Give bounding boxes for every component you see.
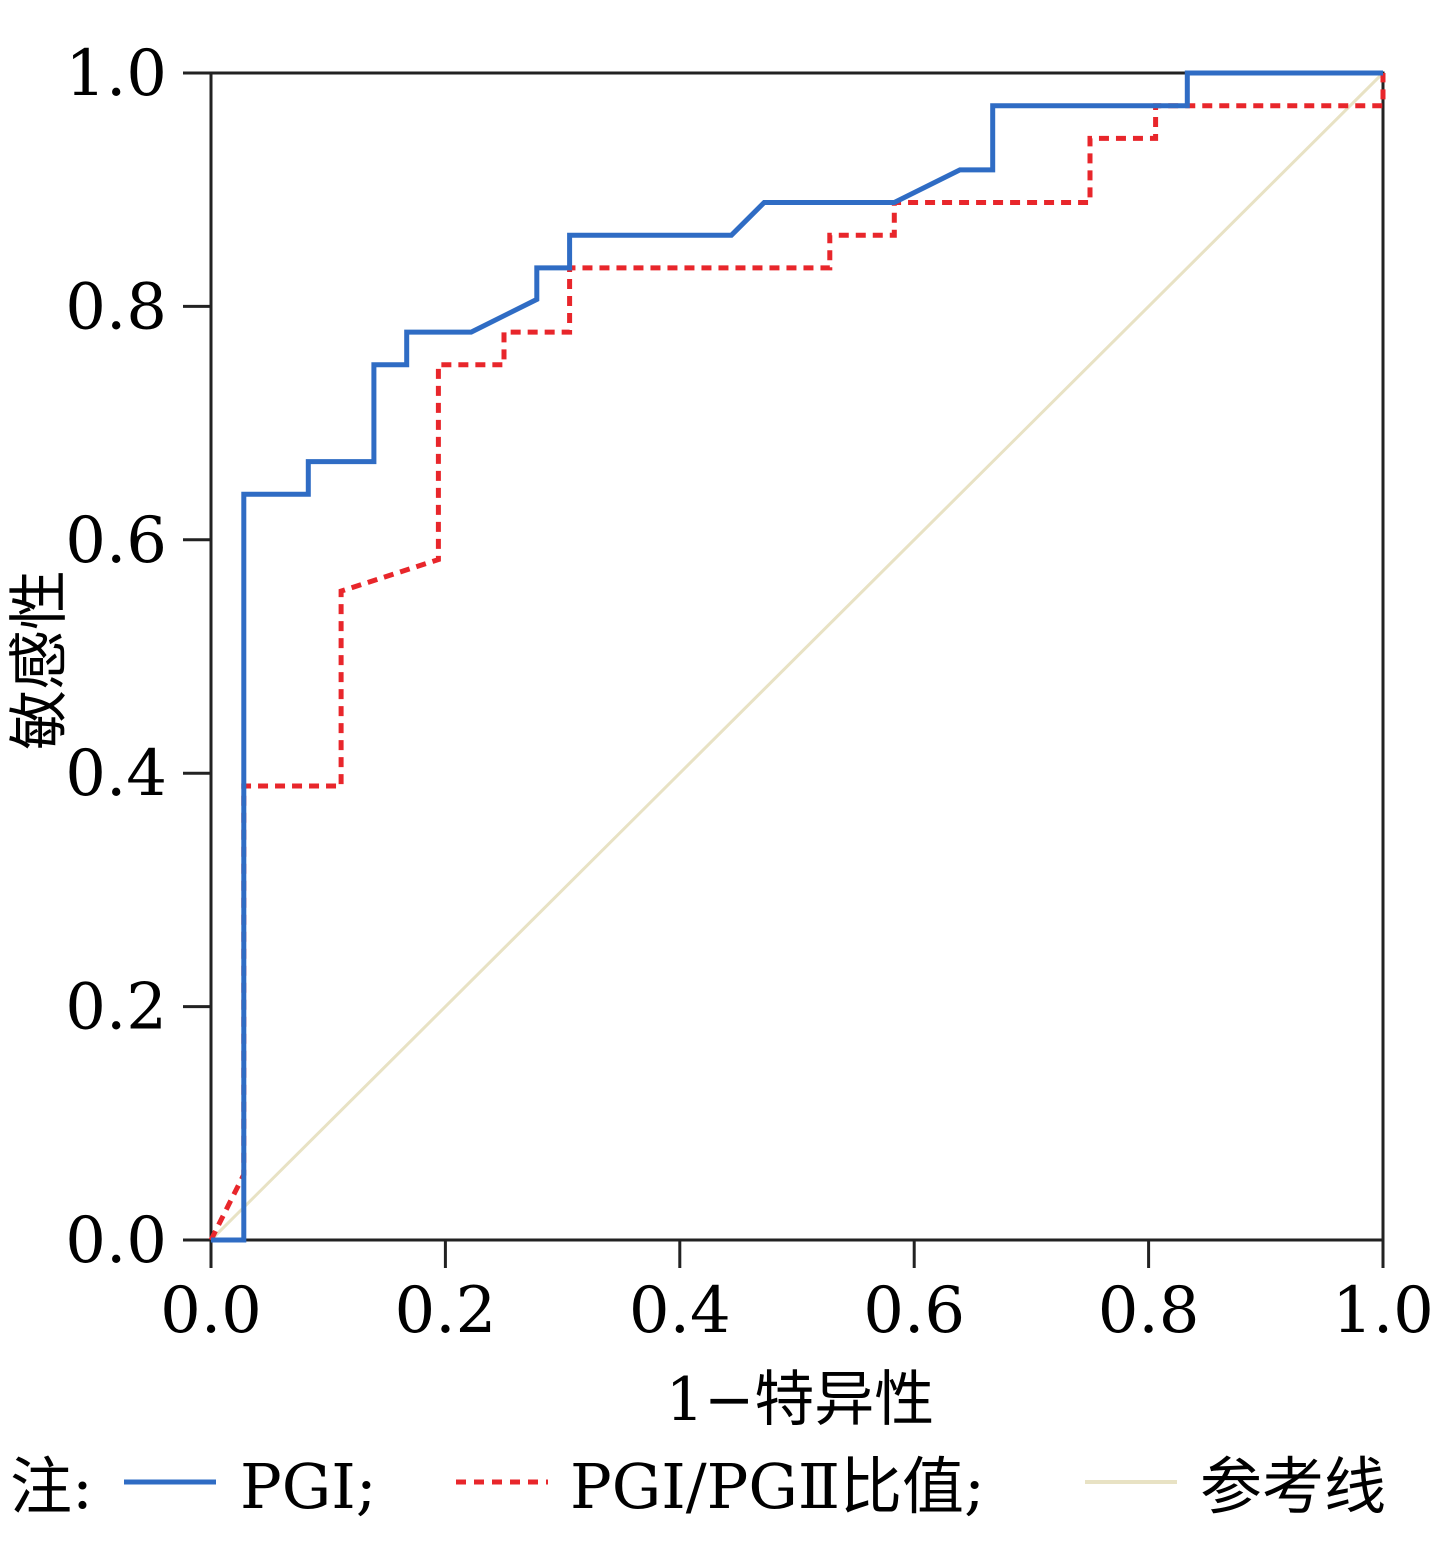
legend: 注: PGⅠ; PGⅠ/PGⅡ比值; 参考线 xyxy=(10,1450,1386,1523)
series-pg1-line xyxy=(211,70,1383,1243)
x-tick-label: 0.2 xyxy=(395,1274,497,1348)
y-tick-label: 0.8 xyxy=(65,270,167,344)
plot-frame xyxy=(209,71,1385,1242)
y-tick-label: 0.2 xyxy=(65,971,167,1045)
y-tick-label: 1.0 xyxy=(65,37,167,111)
x-axis-label: 1−特异性 xyxy=(666,1365,934,1435)
axes-layer: 0.0 0.2 0.4 0.6 0.8 1.0 0.0 0.2 0.4 0.6 0.8 1.0 xyxy=(65,37,1434,1348)
legend-prefix: 注: xyxy=(10,1450,93,1523)
x-tick-label: 0.4 xyxy=(629,1274,731,1348)
x-tick-label: 1.0 xyxy=(1332,1274,1434,1348)
labels-layer: 1−特异性 敏感性 xyxy=(5,570,934,1435)
series-layer xyxy=(208,70,1386,1243)
y-tick-label: 0.6 xyxy=(65,504,167,578)
x-tick-label: 0.6 xyxy=(863,1274,965,1348)
y-tick-label: 0.0 xyxy=(65,1204,167,1278)
legend-label-pg1: PGⅠ; xyxy=(240,1450,377,1523)
y-tick-label: 0.4 xyxy=(65,737,167,811)
legend-label-reference: 参考线 xyxy=(1200,1450,1386,1523)
y-axis-label: 敏感性 xyxy=(5,570,75,750)
series-reference-line xyxy=(209,71,1385,1242)
x-tick-label: 0.8 xyxy=(1098,1274,1200,1348)
x-tick-label: 0.0 xyxy=(160,1274,262,1348)
legend-label-ratio: PGⅠ/PGⅡ比值; xyxy=(570,1450,985,1523)
